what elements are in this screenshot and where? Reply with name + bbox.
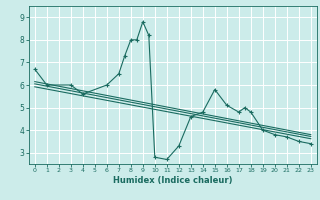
X-axis label: Humidex (Indice chaleur): Humidex (Indice chaleur) xyxy=(113,176,233,185)
